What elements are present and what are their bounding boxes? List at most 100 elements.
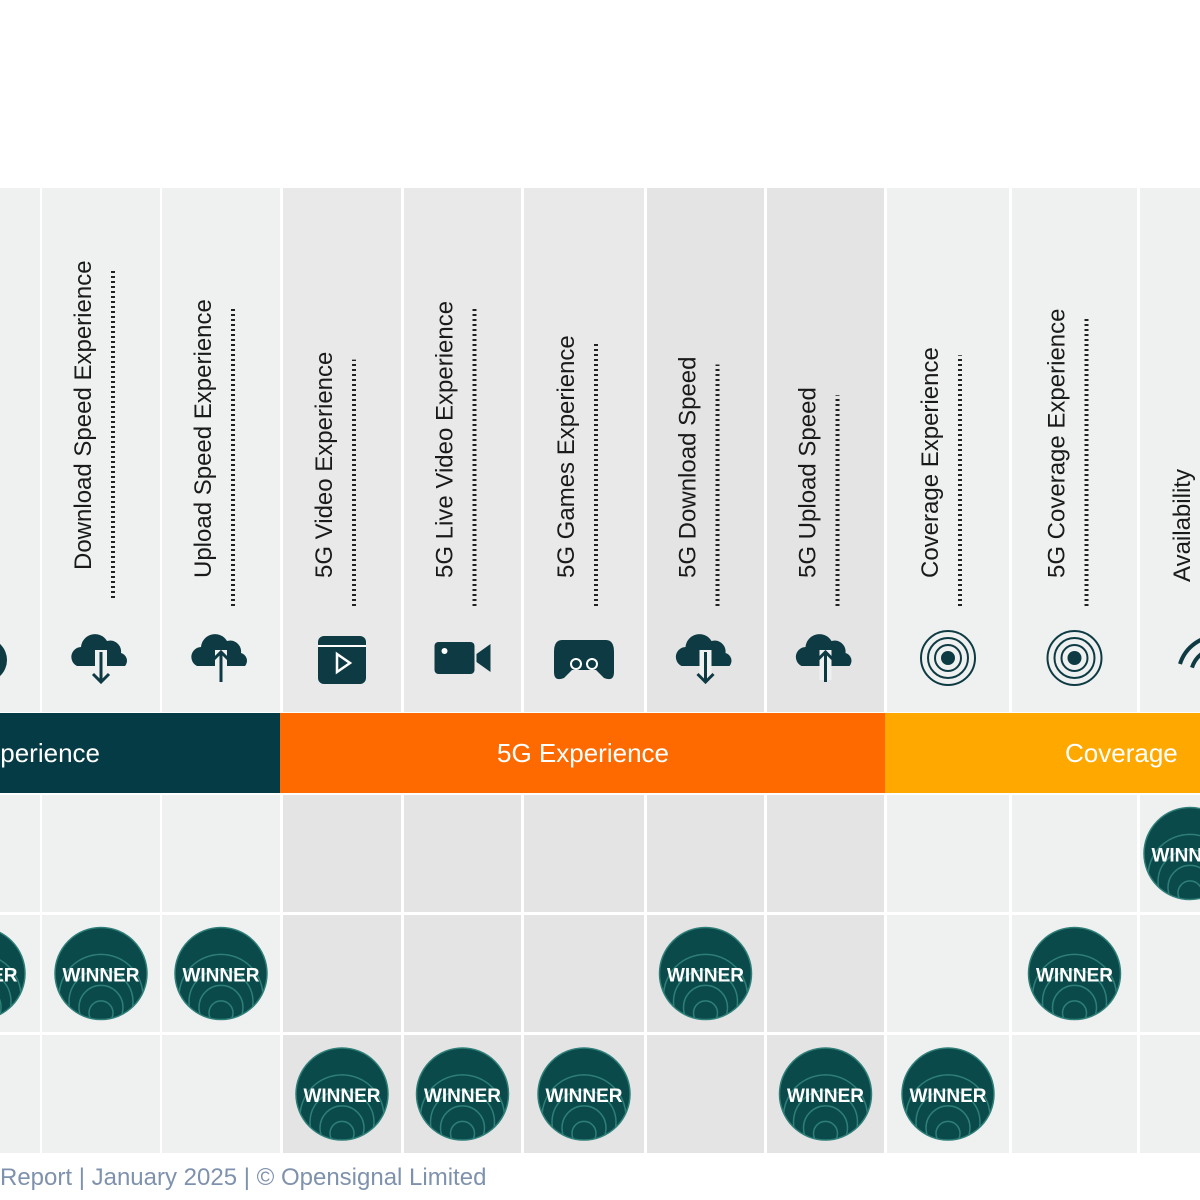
group-label: Coverage <box>1065 738 1178 768</box>
cell <box>162 1035 280 1153</box>
core <box>1067 651 1082 665</box>
header-cell <box>162 188 280 712</box>
badge-ring <box>561 1105 607 1140</box>
group-band <box>280 713 885 793</box>
ring <box>1046 630 1103 686</box>
icon <box>434 642 491 674</box>
btn <box>586 658 598 670</box>
cell <box>524 795 644 912</box>
badge-ring <box>0 969 12 1020</box>
header-cell <box>767 188 884 712</box>
group-band <box>885 713 1200 793</box>
winner-badge: WINNER <box>295 1047 389 1141</box>
icon <box>920 630 976 686</box>
badge-circle <box>295 1047 389 1141</box>
badge-text: WINNER <box>62 966 139 987</box>
badge-ring <box>208 1000 234 1020</box>
badge-ring <box>309 1089 375 1140</box>
badge-text: WINNER <box>787 1086 864 1107</box>
column-label: 5G Games Experience <box>553 335 580 578</box>
badge-ring <box>935 1120 961 1140</box>
badge-circle <box>1027 926 1122 1021</box>
badge-ring <box>692 1000 719 1020</box>
badge-circle <box>658 926 753 1021</box>
winner-badge: WINNER <box>1027 926 1122 1021</box>
camera <box>434 642 475 674</box>
column-label: 5G Live Video Experience <box>432 301 459 578</box>
icon <box>191 634 247 682</box>
badge-ring <box>802 1105 849 1140</box>
badge-circle <box>778 1047 873 1141</box>
badge-ring <box>0 984 2 1020</box>
winner-badge: WINNER <box>537 1047 631 1141</box>
header-cell <box>1012 188 1137 712</box>
cell <box>767 915 884 1032</box>
cell <box>162 795 280 912</box>
badge-text: WINNER <box>1151 846 1200 867</box>
winner-badge: WINNER <box>901 1047 995 1141</box>
winner-badge: WINNER <box>0 931 26 1020</box>
badge-circle <box>415 1047 510 1141</box>
badge-ring <box>429 1089 496 1140</box>
icon-partial <box>0 643 7 677</box>
icon <box>1046 630 1103 686</box>
clapper <box>318 636 366 684</box>
group-label: 5G Experience <box>497 738 669 768</box>
badge-ring <box>915 1089 981 1140</box>
cell <box>1140 915 1200 1032</box>
arrow <box>91 652 111 685</box>
icon <box>554 640 614 680</box>
icon <box>71 634 127 685</box>
group-band <box>0 713 280 793</box>
badge-ring <box>682 984 729 1020</box>
badge-text: WINNER <box>0 966 18 987</box>
column-label: 5G Video Experience <box>311 352 338 578</box>
header-cell <box>283 188 401 712</box>
ring <box>1060 644 1089 672</box>
badge-ring <box>88 1000 114 1020</box>
icon <box>675 634 732 685</box>
badge-ring <box>319 1105 365 1140</box>
cell <box>1140 1035 1200 1153</box>
badge-circle <box>537 1047 631 1141</box>
column-label: Download Speed Experience <box>70 260 97 570</box>
column-label: Upload Speed Experience <box>190 299 217 578</box>
header-cell <box>42 188 160 712</box>
column-label: 5G Upload Speed <box>795 387 822 578</box>
icon <box>795 634 852 682</box>
badge-circle <box>901 1047 995 1141</box>
core <box>941 651 955 665</box>
dot <box>441 648 448 654</box>
column-label: Coverage Experience <box>917 347 944 578</box>
badge-text: WINNER <box>303 1086 380 1107</box>
column-label: Availability <box>1169 469 1196 582</box>
cell <box>404 915 521 1032</box>
arrow <box>696 652 715 685</box>
badge-ring <box>1177 880 1200 900</box>
ring <box>1053 637 1096 679</box>
cell <box>404 795 521 912</box>
header-cell <box>887 188 1009 712</box>
play <box>335 651 353 675</box>
badge-ring <box>188 969 254 1020</box>
cell <box>647 1035 764 1153</box>
badge-ring <box>672 969 739 1020</box>
winner-badge: WINNER <box>658 926 753 1021</box>
cell <box>1012 795 1137 912</box>
badge-ring <box>792 1089 859 1140</box>
badge-ring <box>1061 1000 1088 1020</box>
badge-text: WINNER <box>545 1086 622 1107</box>
column-label: 5G Download Speed <box>675 357 702 578</box>
header-cell <box>524 188 644 712</box>
badge-circle <box>174 926 268 1021</box>
winner-badge: WINNER <box>54 926 148 1021</box>
header-cell <box>0 188 40 712</box>
cell <box>0 795 40 912</box>
badge-text: WINNER <box>1036 966 1113 987</box>
winner-badge: WINNER <box>1143 806 1200 901</box>
header-cell <box>647 188 764 712</box>
ring <box>934 644 962 672</box>
badge-circle <box>54 926 148 1021</box>
cell <box>887 915 1009 1032</box>
